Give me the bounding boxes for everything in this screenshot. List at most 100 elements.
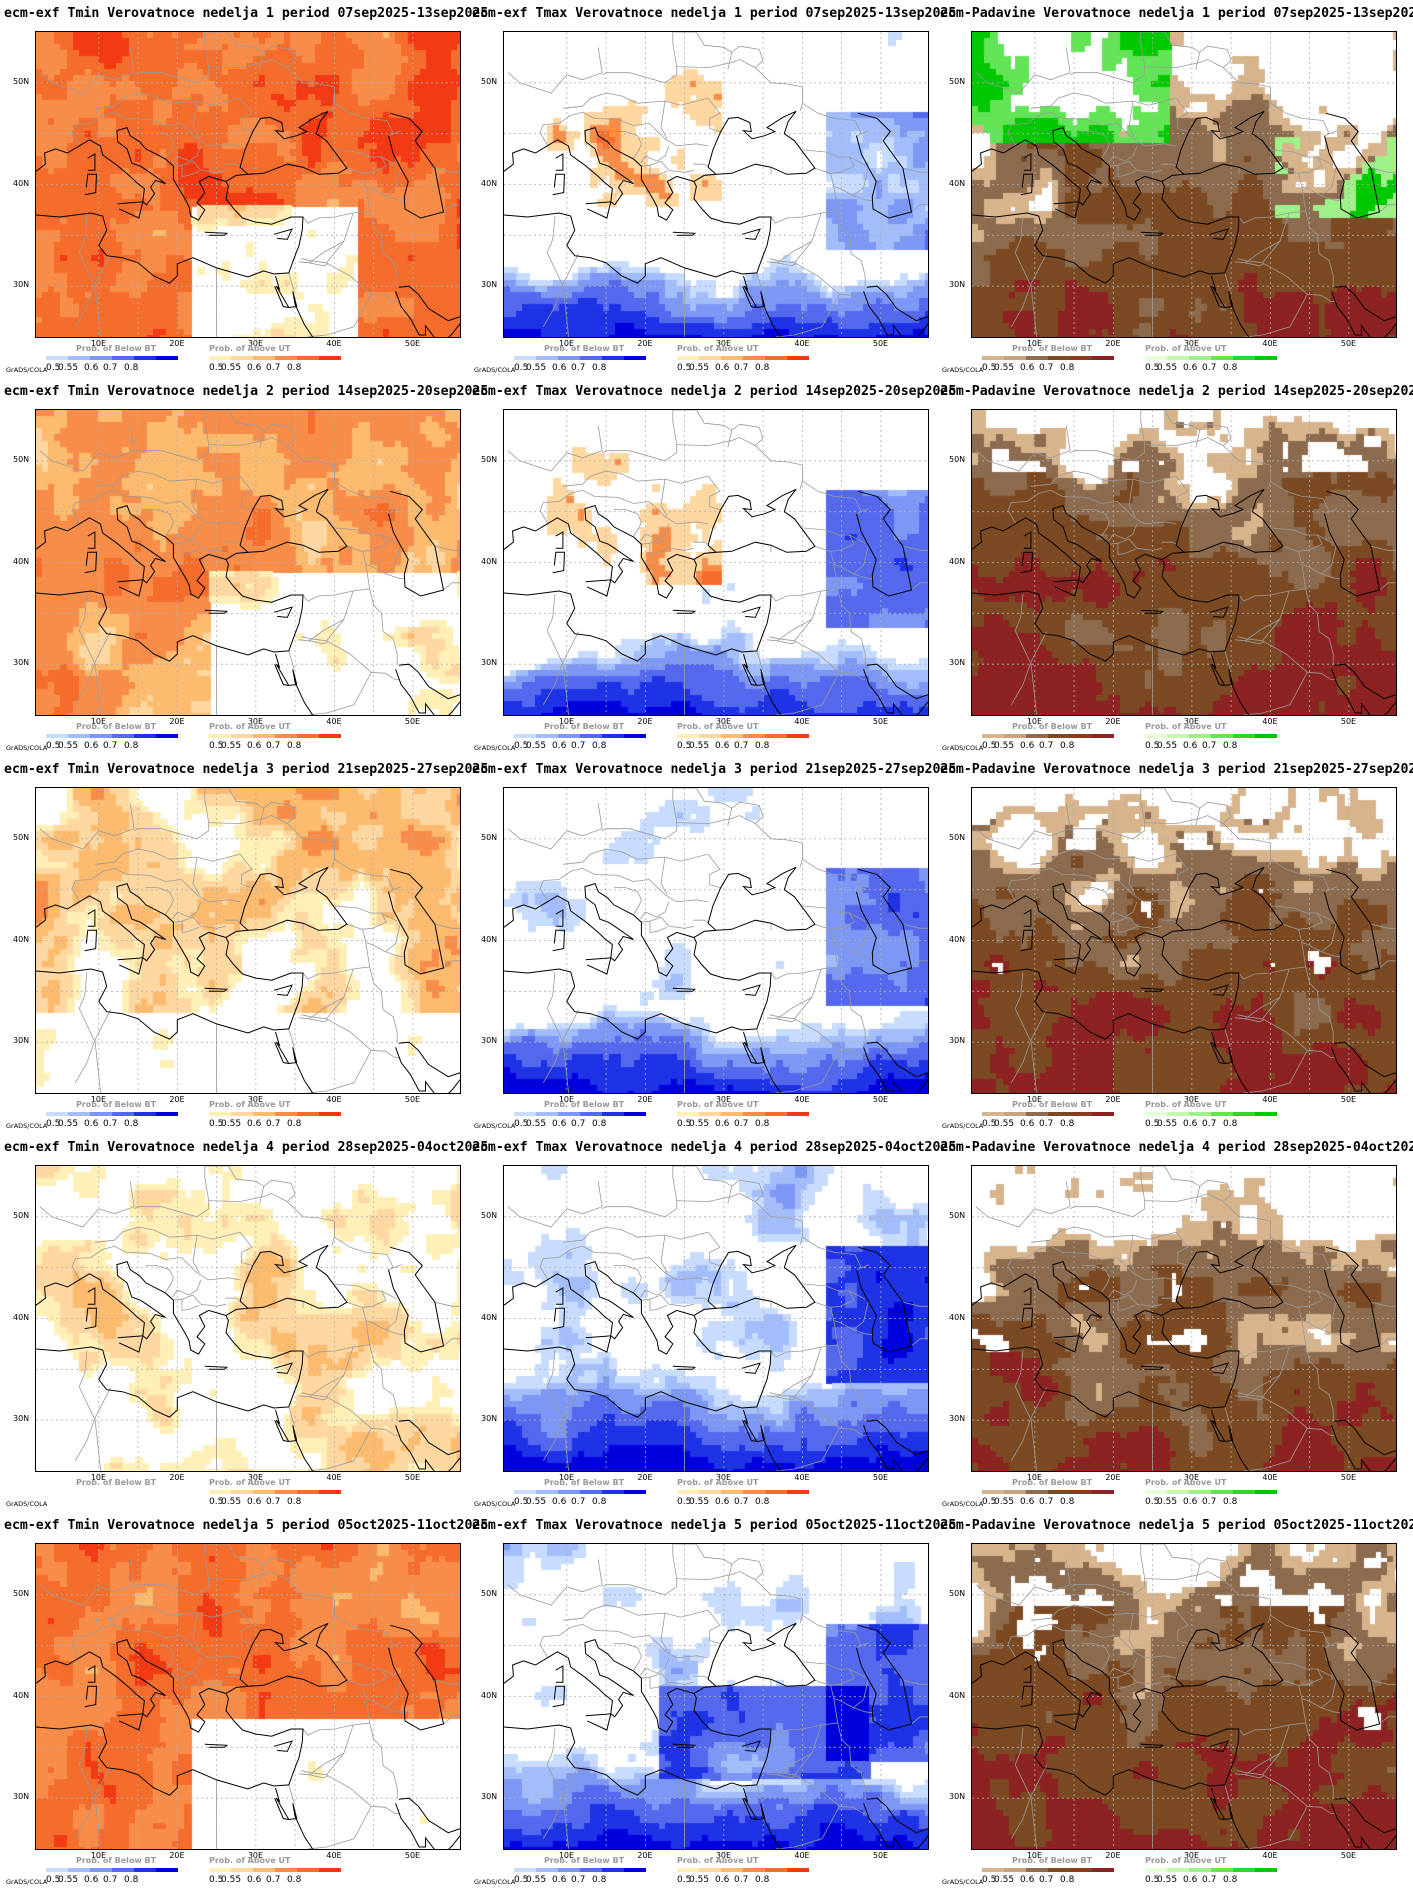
lon-label: 30E <box>715 1095 732 1104</box>
map-area <box>503 409 929 716</box>
legend-swatch <box>1004 734 1026 738</box>
legend-bar-above <box>209 1112 341 1116</box>
legend-swatch <box>1026 1490 1048 1494</box>
grads-credit: GrADS/COLA <box>474 1500 516 1508</box>
legend-swatch <box>1189 734 1211 738</box>
panel-title: ecm-exf Tmin Verovatnoce nedelja 3 perio… <box>4 762 489 777</box>
legend-value: 0.5 <box>1145 1497 1160 1507</box>
legend-title-below: Prob. of Below BT <box>544 1856 625 1865</box>
lon-label: 40E <box>326 1851 342 1860</box>
legend-value: 0.6 <box>1020 1119 1035 1129</box>
legend-swatch <box>275 1490 297 1494</box>
map-area <box>35 409 461 716</box>
legend-swatch <box>90 1868 112 1872</box>
legend-swatch <box>46 356 68 360</box>
legend-swatch <box>1167 1490 1189 1494</box>
map-panel-prec-week-3: ecm-Padavine Verovatnoce nedelja 3 perio… <box>940 756 1413 1135</box>
legend-value: 0.5 <box>209 1119 224 1129</box>
legend-swatch <box>1048 356 1070 360</box>
legend-title-above: Prob. of Above UT <box>1145 722 1227 731</box>
legend-value: 0.55 <box>689 1875 710 1885</box>
map-panel-tmin-week-2: ecm-exf Tmin Verovatnoce nedelja 2 perio… <box>4 378 488 757</box>
panel-title: ecm-exf Tmax Verovatnoce nedelja 5 perio… <box>472 1518 957 1533</box>
legend-value: 0.6 <box>247 1497 262 1507</box>
legend-swatch <box>558 734 580 738</box>
legend-swatch <box>721 1112 743 1116</box>
legend-value: 0.5 <box>514 1119 529 1129</box>
map-panel-tmax-week-4: ecm-exf Tmax Verovatnoce nedelja 4 perio… <box>472 1134 956 1513</box>
legend-swatch <box>156 1112 178 1116</box>
legend-value: 0.55 <box>1157 1875 1178 1885</box>
legend-value: 0.6 <box>247 1119 262 1129</box>
legend-swatch <box>253 356 275 360</box>
legend-swatch <box>275 1868 297 1872</box>
legend-value: 0.6 <box>1183 1497 1198 1507</box>
legend-title-above: Prob. of Above UT <box>677 722 759 731</box>
legend-title-below: Prob. of Below BT <box>76 344 157 353</box>
legend-value: 0.6 <box>247 363 262 373</box>
map-area <box>35 787 461 1094</box>
legend-value: 0.5 <box>209 363 224 373</box>
lat-label: 50N <box>949 832 966 842</box>
grads-credit: GrADS/COLA <box>942 1122 984 1130</box>
legend-swatch <box>209 356 231 360</box>
map-area <box>971 787 1397 1094</box>
legend-swatch <box>90 356 112 360</box>
legend-title-above: Prob. of Above UT <box>677 344 759 353</box>
legend-swatch <box>209 1868 231 1872</box>
legend-swatch <box>1070 1112 1092 1116</box>
lon-label: 30E <box>247 1473 264 1482</box>
legend-value: 0.8 <box>1223 363 1238 373</box>
legend-swatch <box>624 1112 646 1116</box>
legend-swatch <box>1048 1868 1070 1872</box>
coastlines-and-borders <box>972 1166 1396 1471</box>
legend-value: 0.8 <box>592 363 607 373</box>
legend-title-above: Prob. of Above UT <box>209 1856 291 1865</box>
legend-value: 0.5 <box>982 1875 997 1885</box>
legend-value: 0.7 <box>1039 1875 1054 1885</box>
legend-swatch <box>1189 1112 1211 1116</box>
legend-value: 0.7 <box>266 363 281 373</box>
legend-value: 0.6 <box>715 1497 730 1507</box>
coastlines-and-borders <box>972 32 1396 337</box>
legend-title-below: Prob. of Below BT <box>544 1100 625 1109</box>
legend-swatch <box>156 734 178 738</box>
legend-swatch <box>558 1868 580 1872</box>
legend-swatch <box>514 734 536 738</box>
legend-swatch <box>1255 356 1277 360</box>
legend-swatch <box>112 356 134 360</box>
legend-swatch <box>231 356 253 360</box>
lat-label: 50N <box>13 454 30 464</box>
legend-swatch <box>1026 1868 1048 1872</box>
map-area <box>503 1165 929 1472</box>
legend-value: 0.8 <box>1223 1119 1238 1129</box>
legend-swatch <box>297 1868 319 1872</box>
legend-swatch <box>1233 356 1255 360</box>
legend-value: 0.5 <box>46 741 61 751</box>
legend-swatch <box>134 1112 156 1116</box>
panel-title: ecm-exf Tmax Verovatnoce nedelja 1 perio… <box>472 6 957 21</box>
legend-swatch <box>624 734 646 738</box>
panel-title: ecm-exf Tmax Verovatnoce nedelja 2 perio… <box>472 384 957 399</box>
legend-value: 0.55 <box>526 741 547 751</box>
legend-value: 0.55 <box>221 741 242 751</box>
lat-label: 40N <box>949 1312 966 1322</box>
lon-label: 10E <box>558 1851 575 1860</box>
legend-value: 0.8 <box>1060 1497 1075 1507</box>
legend-bar-below <box>514 1490 646 1494</box>
lon-label: 40E <box>326 717 342 726</box>
legend-value: 0.6 <box>1020 741 1035 751</box>
grads-credit: GrADS/COLA <box>474 1122 516 1130</box>
legend-value: 0.5 <box>677 741 692 751</box>
lat-label: 40N <box>949 556 966 566</box>
legend-value: 0.55 <box>994 363 1015 373</box>
lat-label: 30N <box>481 1414 498 1424</box>
legend-value: 0.55 <box>994 1875 1015 1885</box>
legend-swatch <box>514 356 536 360</box>
legend-swatch <box>721 1490 743 1494</box>
grads-credit: GrADS/COLA <box>942 1878 984 1886</box>
legend-value: 0.55 <box>526 1875 547 1885</box>
legend-title-below: Prob. of Below BT <box>544 722 625 731</box>
lon-label: 50E <box>404 1851 421 1860</box>
legend-title-above: Prob. of Above UT <box>209 1478 291 1487</box>
